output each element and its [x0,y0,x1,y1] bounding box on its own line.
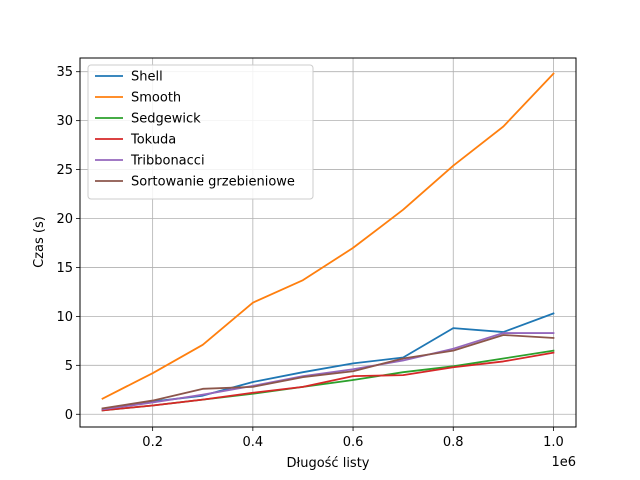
y-tick-label: 15 [56,261,73,276]
y-tick-label: 5 [65,359,73,374]
legend-label: Shell [131,70,163,85]
series-line-1 [101,72,555,400]
x-tick-label: 0.8 [443,435,464,450]
y-axis-label: Czas (s) [32,216,47,268]
x-tick-label: 0.6 [343,435,364,450]
y-tick-label: 10 [56,310,73,325]
legend-label: Tokuda [130,133,176,148]
y-tick-label: 20 [56,212,73,227]
x-tick-label: 1.0 [543,435,564,450]
y-tick-label: 25 [56,163,73,178]
y-tick-label: 30 [56,114,73,129]
x-axis: 0.2 0.4 0.6 0.8 1.0 [142,427,564,450]
series-line-3 [101,351,555,412]
series-line-4 [101,332,555,411]
series-layer [101,72,555,412]
legend-box [87,64,314,200]
plot-frame [79,57,577,428]
legend: Shell Smooth Sedgewick Tokuda Tribbonacci Sor… [87,64,314,200]
x-tick-label: 0.4 [243,435,264,450]
x-axis-label: Długość listy [287,456,370,471]
y-tick-label: 35 [56,65,73,80]
legend-label: Sortowanie grzebieniowe [131,175,295,190]
x-tick-label: 0.2 [142,435,163,450]
legend-label: Tribbonacci [130,154,205,169]
legend-label: Smooth [131,91,181,106]
legend-label: Sedgewick [131,112,201,127]
x-axis-offset-label: 1e6 [551,455,576,470]
y-tick-label: 0 [65,408,73,423]
y-axis: 0 5 10 15 20 25 30 35 [56,65,80,423]
series-line-5 [101,334,555,410]
